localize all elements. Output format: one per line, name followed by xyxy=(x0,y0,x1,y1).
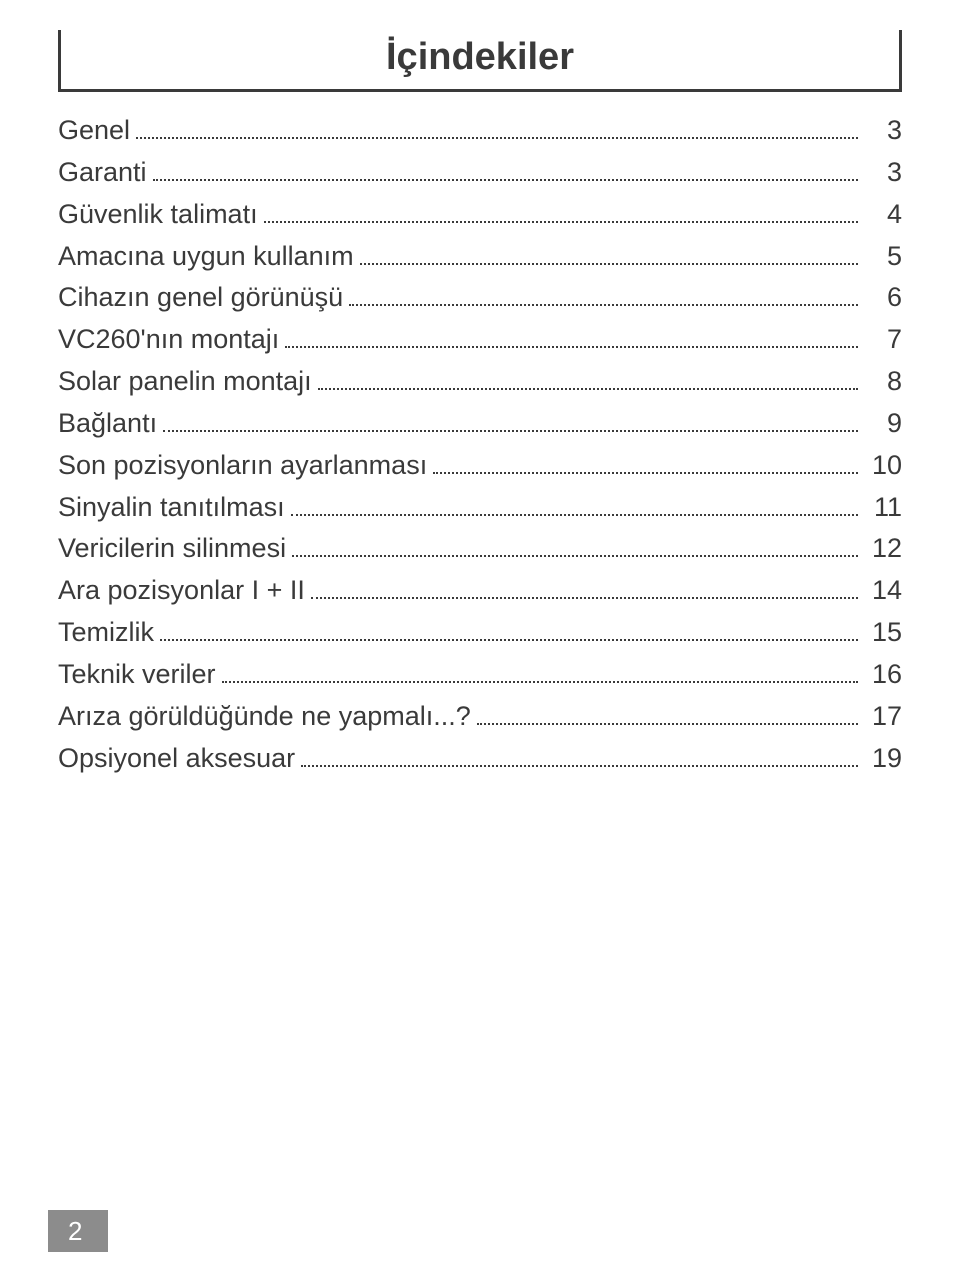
toc-leader-dots xyxy=(477,723,858,725)
toc-label: Cihazın genel görünüşü xyxy=(58,277,343,319)
toc-leader-dots xyxy=(301,765,858,767)
toc-leader-dots xyxy=(311,597,858,599)
toc-row: VC260'nın montajı 7 xyxy=(58,319,902,361)
toc-leader-dots xyxy=(153,179,858,181)
toc-leader-dots xyxy=(163,430,858,432)
toc-leader-dots xyxy=(360,263,858,265)
toc-row: Arıza görüldüğünde ne yapmalı...? 17 xyxy=(58,696,902,738)
toc-leader-dots xyxy=(292,555,858,557)
toc-leader-dots xyxy=(285,346,858,348)
toc-page: 3 xyxy=(866,110,902,152)
toc-label: VC260'nın montajı xyxy=(58,319,279,361)
toc-row: Opsiyonel aksesuar 19 xyxy=(58,738,902,780)
toc-page: 7 xyxy=(866,319,902,361)
toc-page: 16 xyxy=(866,654,902,696)
toc-row: Solar panelin montajı 8 xyxy=(58,361,902,403)
toc-leader-dots xyxy=(222,681,858,683)
toc-page: 6 xyxy=(866,277,902,319)
toc-row: Sinyalin tanıtılması 11 xyxy=(58,487,902,529)
toc-label: Arıza görüldüğünde ne yapmalı...? xyxy=(58,696,471,738)
toc-leader-dots xyxy=(318,388,858,390)
toc-page: 3 xyxy=(866,152,902,194)
toc-row: Genel 3 xyxy=(58,110,902,152)
toc-page: 14 xyxy=(866,570,902,612)
table-of-contents: Genel 3 Garanti 3 Güvenlik talimatı 4 Am… xyxy=(58,110,902,780)
title-box: İçindekiler xyxy=(58,30,902,92)
toc-leader-dots xyxy=(264,221,858,223)
toc-row: Güvenlik talimatı 4 xyxy=(58,194,902,236)
toc-row: Cihazın genel görünüşü 6 xyxy=(58,277,902,319)
toc-label: Teknik veriler xyxy=(58,654,216,696)
toc-row: Son pozisyonların ayarlanması 10 xyxy=(58,445,902,487)
toc-leader-dots xyxy=(160,639,858,641)
toc-label: Temizlik xyxy=(58,612,154,654)
toc-page: 12 xyxy=(866,528,902,570)
toc-page: 8 xyxy=(866,361,902,403)
toc-row: Amacına uygun kullanım 5 xyxy=(58,236,902,278)
toc-leader-dots xyxy=(136,137,858,139)
toc-label: Sinyalin tanıtılması xyxy=(58,487,285,529)
toc-page: 4 xyxy=(866,194,902,236)
document-page: İçindekiler Genel 3 Garanti 3 Güvenlik t… xyxy=(0,0,960,1282)
toc-leader-dots xyxy=(349,304,858,306)
toc-label: Genel xyxy=(58,110,130,152)
toc-label: Amacına uygun kullanım xyxy=(58,236,354,278)
toc-page: 19 xyxy=(866,738,902,780)
toc-label: Son pozisyonların ayarlanması xyxy=(58,445,427,487)
toc-row: Garanti 3 xyxy=(58,152,902,194)
page-number-box: 2 xyxy=(48,1210,108,1252)
toc-row: Temizlik 15 xyxy=(58,612,902,654)
toc-label: Ara pozisyonlar I + II xyxy=(58,570,305,612)
toc-page: 17 xyxy=(866,696,902,738)
toc-label: Vericilerin silinmesi xyxy=(58,528,286,570)
toc-page: 11 xyxy=(866,487,902,529)
toc-row: Bağlantı 9 xyxy=(58,403,902,445)
toc-row: Vericilerin silinmesi 12 xyxy=(58,528,902,570)
toc-page: 15 xyxy=(866,612,902,654)
toc-page: 5 xyxy=(866,236,902,278)
page-number: 2 xyxy=(68,1216,82,1247)
toc-leader-dots xyxy=(291,514,858,516)
toc-label: Güvenlik talimatı xyxy=(58,194,258,236)
toc-label: Garanti xyxy=(58,152,147,194)
toc-label: Opsiyonel aksesuar xyxy=(58,738,295,780)
toc-leader-dots xyxy=(433,472,858,474)
toc-row: Ara pozisyonlar I + II 14 xyxy=(58,570,902,612)
toc-page: 10 xyxy=(866,445,902,487)
toc-label: Solar panelin montajı xyxy=(58,361,312,403)
page-title: İçindekiler xyxy=(61,36,899,79)
toc-label: Bağlantı xyxy=(58,403,157,445)
toc-page: 9 xyxy=(866,403,902,445)
toc-row: Teknik veriler 16 xyxy=(58,654,902,696)
